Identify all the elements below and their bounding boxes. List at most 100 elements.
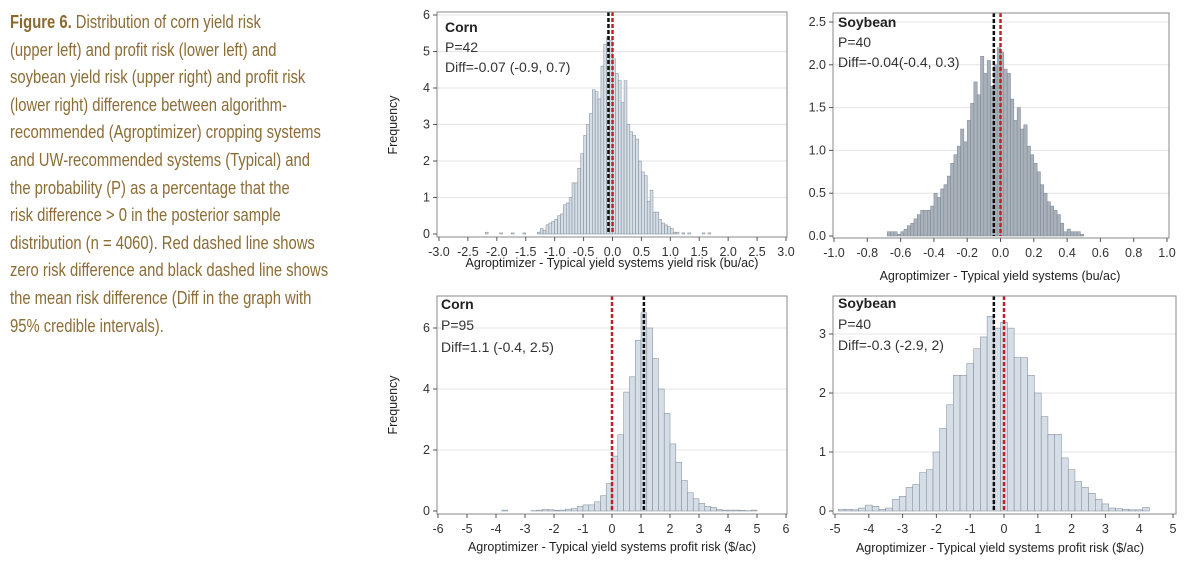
histogram-bar	[554, 219, 558, 235]
histogram-bar	[959, 375, 968, 512]
histogram-bar	[923, 210, 928, 237]
histogram-bar	[1043, 192, 1048, 237]
histogram-bar	[907, 225, 911, 237]
histogram-bar	[542, 509, 549, 512]
caption-text: Distribution of corn yield risk	[75, 11, 261, 32]
histogram-bar	[548, 222, 553, 235]
crop-label: Corn	[441, 296, 474, 312]
histogram-bar	[583, 135, 587, 235]
y-tick-label: 1	[819, 445, 826, 459]
histogram-bar	[658, 219, 662, 235]
histogram-bar	[620, 102, 625, 235]
x-tick-label: -3	[519, 522, 530, 536]
y-tick-label: 0.0	[809, 229, 826, 243]
x-tick-label: -1.0	[544, 245, 566, 259]
histogram-bar	[563, 204, 567, 235]
histogram-bar	[704, 506, 711, 512]
histogram-bar	[672, 231, 677, 235]
histogram-bar	[707, 232, 712, 235]
y-tick-label: 0	[423, 504, 430, 518]
x-tick-label: 4	[1136, 522, 1143, 536]
histogram-bar	[1053, 210, 1058, 237]
histogram-bar	[1013, 120, 1018, 237]
x-tick-label: 6	[783, 522, 790, 536]
histogram-bar	[629, 376, 636, 512]
x-tick-label: 0.2	[1025, 246, 1042, 260]
histogram-bar	[1115, 508, 1123, 512]
histogram-bar	[1101, 503, 1110, 512]
histogram-bar	[536, 509, 543, 512]
histogram-bar	[687, 232, 691, 235]
histogram-bar	[600, 65, 605, 235]
x-tick-label: 2.0	[719, 245, 736, 259]
histogram-bar	[733, 509, 740, 512]
histogram-bar	[1095, 498, 1103, 512]
histogram-bar	[953, 375, 961, 512]
histogram-bar	[600, 495, 607, 512]
y-tick-label: 2	[423, 154, 430, 168]
histogram-bar	[913, 218, 918, 237]
histogram-bar	[629, 131, 633, 235]
histogram-bar	[1047, 434, 1055, 512]
y-tick-label: 4	[423, 382, 430, 396]
histogram-bar	[1067, 469, 1076, 512]
histogram-bar	[1020, 357, 1028, 512]
x-tick-label: 2	[667, 522, 674, 536]
histogram-bar	[890, 231, 895, 237]
histogram-bar	[986, 60, 991, 237]
histogram-bar	[1074, 481, 1082, 512]
histogram-bar	[1081, 487, 1089, 512]
diff-label: Diff=-0.07 (-0.9, 0.7)	[445, 59, 570, 75]
histogram-bar	[545, 224, 550, 235]
x-tick-label: 0.6	[1092, 246, 1109, 260]
histogram-bar	[580, 153, 584, 235]
histogram-bar	[565, 508, 572, 512]
histogram-bar	[576, 506, 584, 512]
y-tick-label: 3	[819, 327, 826, 341]
histogram-bar	[547, 509, 555, 512]
histogram-bar	[634, 339, 642, 512]
histogram-bar	[559, 509, 566, 512]
diff-label: Diff=-0.3 (-2.9, 2)	[838, 337, 944, 353]
histogram-bar	[603, 43, 607, 235]
histogram-bar	[932, 451, 941, 512]
histogram-bar	[721, 509, 729, 512]
x-tick-label: 1.0	[662, 245, 679, 259]
x-tick-label: -0.6	[890, 246, 912, 260]
histogram-bar	[1142, 507, 1150, 512]
y-tick-label: 6	[423, 321, 430, 335]
histogram-bar	[893, 231, 898, 237]
histogram-bar	[966, 363, 974, 512]
y-tick-label: 1	[423, 191, 430, 205]
histogram-bar	[838, 508, 846, 512]
x-tick-label: -4	[863, 522, 874, 536]
histogram-bar	[568, 197, 573, 235]
x-axis-label: Agroptimizer - Typical yield systems yie…	[466, 256, 759, 270]
y-tick-label: 4	[423, 81, 430, 95]
x-tick-label: 0.0	[604, 245, 621, 259]
histogram-bar	[1033, 162, 1038, 237]
histogram-bar	[963, 141, 968, 237]
probability-label: P=40	[838, 34, 871, 50]
x-tick-label: 1.5	[691, 245, 708, 259]
histogram-bar	[1003, 68, 1008, 237]
diff-label: Diff=1.1 (-0.4, 2.5)	[441, 339, 554, 355]
histogram-bar	[1034, 392, 1042, 512]
histogram-bar	[1128, 509, 1137, 512]
histogram-bar	[1060, 222, 1065, 237]
histogram-bar	[960, 128, 965, 237]
histogram-bar	[617, 434, 624, 512]
histogram-bar	[577, 168, 581, 235]
x-tick-label: 5	[754, 522, 761, 536]
histogram-bar	[557, 215, 561, 235]
probability-label: P=95	[441, 317, 474, 333]
histogram-bar	[644, 175, 648, 235]
histogram-bar	[953, 154, 958, 237]
x-axis-label: Agroptimizer - Typical yield systems pro…	[468, 540, 756, 554]
histogram-bar	[1020, 128, 1025, 237]
caption-line: Figure 6. Distribution of corn yield ris…	[10, 8, 362, 36]
x-tick-label: -0.5	[573, 245, 595, 259]
x-tick-label: -0.4	[923, 246, 945, 260]
y-tick-label: 5	[423, 45, 430, 59]
histogram-bar	[592, 89, 596, 235]
